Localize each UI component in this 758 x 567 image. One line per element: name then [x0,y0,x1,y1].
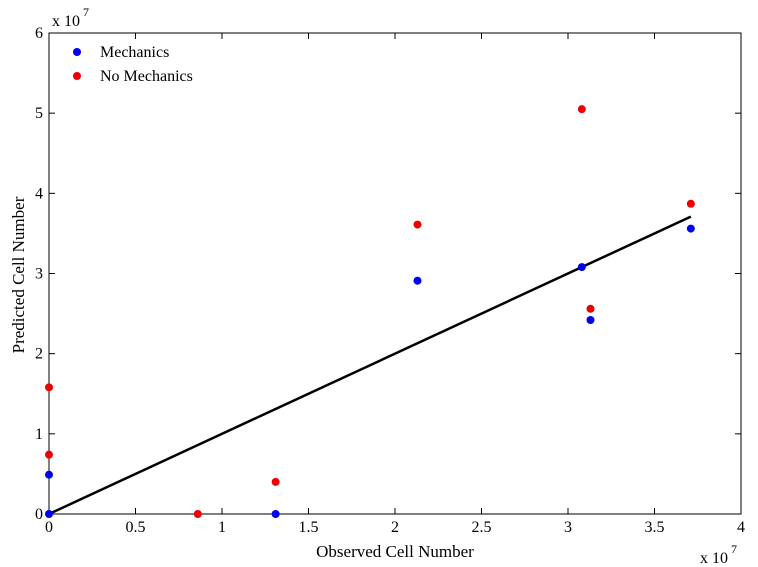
x-tick-label: 0.5 [126,519,146,536]
point-no-mechanics [193,510,202,518]
x-tick-label: 1 [218,519,226,536]
point-mechanics [413,276,422,285]
data-marks [45,105,695,518]
y-multiplier: x 10 7 [52,5,89,30]
x-tick-label: 2 [391,519,399,536]
point-no-mechanics [577,105,586,114]
legend-marker-no-mechanics [73,72,81,80]
y-axis-ticks: 0 1 2 3 4 5 6 [35,25,741,523]
y-tick-label: 2 [35,346,43,363]
x-tick-label: 4 [737,519,745,536]
x-multiplier: x 10 7 [700,542,737,567]
x-tick-label: 3.5 [645,519,665,536]
point-no-mechanics [413,220,422,229]
y-multiplier-exponent: 7 [83,5,89,19]
y-tick-label: 0 [35,506,43,523]
legend-marker-mechanics [73,48,81,56]
x-tick-label: 3 [564,519,572,536]
point-mechanics [686,224,695,233]
legend: Mechanics No Mechanics [73,44,193,85]
y-tick-label: 5 [35,105,43,122]
point-mechanics [586,315,595,324]
y-tick-label: 6 [35,25,43,42]
point-no-mechanics [586,304,595,313]
point-mechanics [45,510,53,518]
x-tick-label: 1.5 [299,519,319,536]
point-no-mechanics [45,383,53,392]
x-axis-label: Observed Cell Number [316,542,474,561]
x-multiplier-exponent: 7 [731,542,737,556]
y-tick-label: 1 [35,426,43,443]
point-mechanics [577,263,586,272]
x-tick-label: 0 [45,519,53,536]
point-no-mechanics [686,199,695,208]
point-mechanics [45,470,53,479]
y-multiplier-base: x 10 [52,13,80,30]
x-tick-label: 2.5 [472,519,492,536]
x-axis-ticks: 0 0.5 1 1.5 2 2.5 3 3.5 4 [45,33,745,536]
y-tick-label: 4 [35,185,43,202]
point-no-mechanics [45,450,53,459]
legend-label-mechanics: Mechanics [100,44,169,61]
y-axis-label: Predicted Cell Number [9,196,28,353]
legend-label-no-mechanics: No Mechanics [100,68,193,85]
point-mechanics [271,510,280,518]
y-tick-label: 3 [35,266,43,283]
x-multiplier-base: x 10 [700,550,728,567]
point-no-mechanics [271,477,280,486]
